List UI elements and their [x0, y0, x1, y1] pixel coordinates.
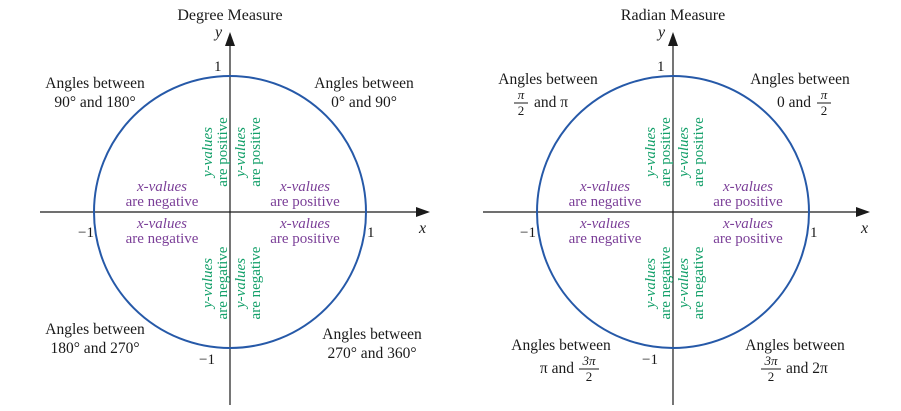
quadrant-3-frac-num: 3π — [581, 353, 596, 368]
x-pos-lower-a: x-values — [279, 216, 330, 232]
y-neg-left-a: y-values — [643, 258, 659, 310]
degree-diagram: Degree Measure y x 1 −1 1 −1 Angles betw… — [40, 7, 430, 405]
x-pos-upper-b: are positive — [270, 194, 340, 210]
quadrant-1-label: Angles between 0° and 90° — [314, 75, 414, 111]
tick-neg-y: −1 — [199, 352, 215, 368]
x-pos-upper-a: x-values — [279, 179, 330, 195]
quadrant-2-label: Angles between 90° and 180° — [45, 75, 145, 111]
quadrant-2-frac-num: π — [518, 87, 525, 102]
quadrant-3-label: Angles between 180° and 270° — [45, 321, 145, 357]
unit-circle — [536, 75, 810, 349]
x-neg-upper-b: are negative — [126, 194, 199, 210]
quadrant-2-frac-den: 2 — [518, 103, 525, 118]
x-neg-upper-a: x-values — [579, 179, 630, 195]
x-axis-label: x — [860, 220, 868, 237]
y-neg-left-b: are negative — [215, 246, 231, 319]
x-neg-upper-a: x-values — [136, 179, 187, 195]
quadrant-4-line1: Angles between — [322, 326, 422, 343]
x-neg-lower-b: are negative — [126, 231, 199, 247]
x-neg-upper-b: are negative — [569, 194, 642, 210]
quadrant-1-pre: 0 and — [777, 94, 811, 111]
quadrant-2-line1: Angles between — [45, 75, 145, 92]
quadrant-3-label: Angles between π and 3π 2 — [511, 337, 611, 384]
x-pos-upper-a: x-values — [722, 179, 773, 195]
y-neg-right-b: are negative — [691, 246, 707, 319]
x-axis-arrow — [856, 207, 870, 217]
tick-pos-x: 1 — [367, 225, 375, 241]
x-neg-lower-a: x-values — [136, 216, 187, 232]
unit-circle — [93, 75, 367, 349]
radian-diagram: Radian Measure y x 1 −1 1 −1 Angles betw… — [483, 7, 870, 405]
y-neg-right-a: y-values — [676, 258, 692, 310]
quadrant-4-label: Angles between 3π 2 and 2π — [745, 337, 845, 384]
quadrant-3-pre: π and — [540, 360, 574, 377]
y-pos-right-a: y-values — [233, 127, 249, 179]
quadrant-1-label: Angles between 0 and π 2 — [750, 71, 850, 118]
y-pos-left-b: are positive — [215, 117, 231, 187]
y-axis-arrow — [225, 32, 235, 46]
x-pos-lower-b: are positive — [713, 231, 783, 247]
x-pos-lower-a: x-values — [722, 216, 773, 232]
quadrant-2-line1: Angles between — [498, 71, 598, 88]
y-axis-label: y — [656, 24, 666, 41]
y-pos-right-b: are positive — [248, 117, 264, 187]
quadrant-3-line1: Angles between — [511, 337, 611, 354]
y-axis-arrow — [668, 32, 678, 46]
quadrant-4-post: and 2π — [786, 360, 828, 377]
quadrant-1-line2: 0° and 90° — [331, 94, 397, 111]
y-pos-left-a: y-values — [200, 127, 216, 179]
y-neg-right-a: y-values — [233, 258, 249, 310]
y-neg-left-a: y-values — [200, 258, 216, 310]
tick-pos-y: 1 — [657, 59, 665, 75]
quadrant-4-frac-num: 3π — [763, 353, 778, 368]
quadrant-3-line2: 180° and 270° — [50, 340, 139, 357]
y-neg-right-b: are negative — [248, 246, 264, 319]
quadrant-2-label: Angles between π 2 and π — [498, 71, 598, 118]
quadrant-4-label: Angles between 270° and 360° — [322, 326, 422, 362]
x-neg-lower-a: x-values — [579, 216, 630, 232]
tick-neg-x: −1 — [78, 225, 94, 241]
quadrant-1-line1: Angles between — [314, 75, 414, 92]
quadrant-1-line1: Angles between — [750, 71, 850, 88]
tick-pos-x: 1 — [810, 225, 818, 241]
quadrant-3-frac-den: 2 — [586, 369, 593, 384]
quadrant-4-frac-den: 2 — [768, 369, 775, 384]
quadrant-1-frac-den: 2 — [821, 103, 828, 118]
y-axis-label: y — [213, 24, 223, 41]
y-pos-left-b: are positive — [658, 117, 674, 187]
y-pos-right-a: y-values — [676, 127, 692, 179]
tick-pos-y: 1 — [214, 59, 222, 75]
quadrant-2-post: and π — [534, 94, 568, 111]
y-pos-left-a: y-values — [643, 127, 659, 179]
y-pos-right-b: are positive — [691, 117, 707, 187]
degree-title: Degree Measure — [177, 7, 282, 24]
quadrant-4-line2: 270° and 360° — [327, 345, 416, 362]
x-neg-lower-b: are negative — [569, 231, 642, 247]
quadrant-3-line1: Angles between — [45, 321, 145, 338]
x-pos-lower-b: are positive — [270, 231, 340, 247]
quadrant-4-line1: Angles between — [745, 337, 845, 354]
quadrant-1-frac-num: π — [821, 87, 828, 102]
y-neg-left-b: are negative — [658, 246, 674, 319]
x-axis-label: x — [418, 220, 426, 237]
quadrant-2-line2: 90° and 180° — [54, 94, 135, 111]
tick-neg-y: −1 — [642, 352, 658, 368]
x-pos-upper-b: are positive — [713, 194, 783, 210]
x-axis-arrow — [416, 207, 430, 217]
radian-title: Radian Measure — [621, 7, 725, 24]
tick-neg-x: −1 — [520, 225, 536, 241]
